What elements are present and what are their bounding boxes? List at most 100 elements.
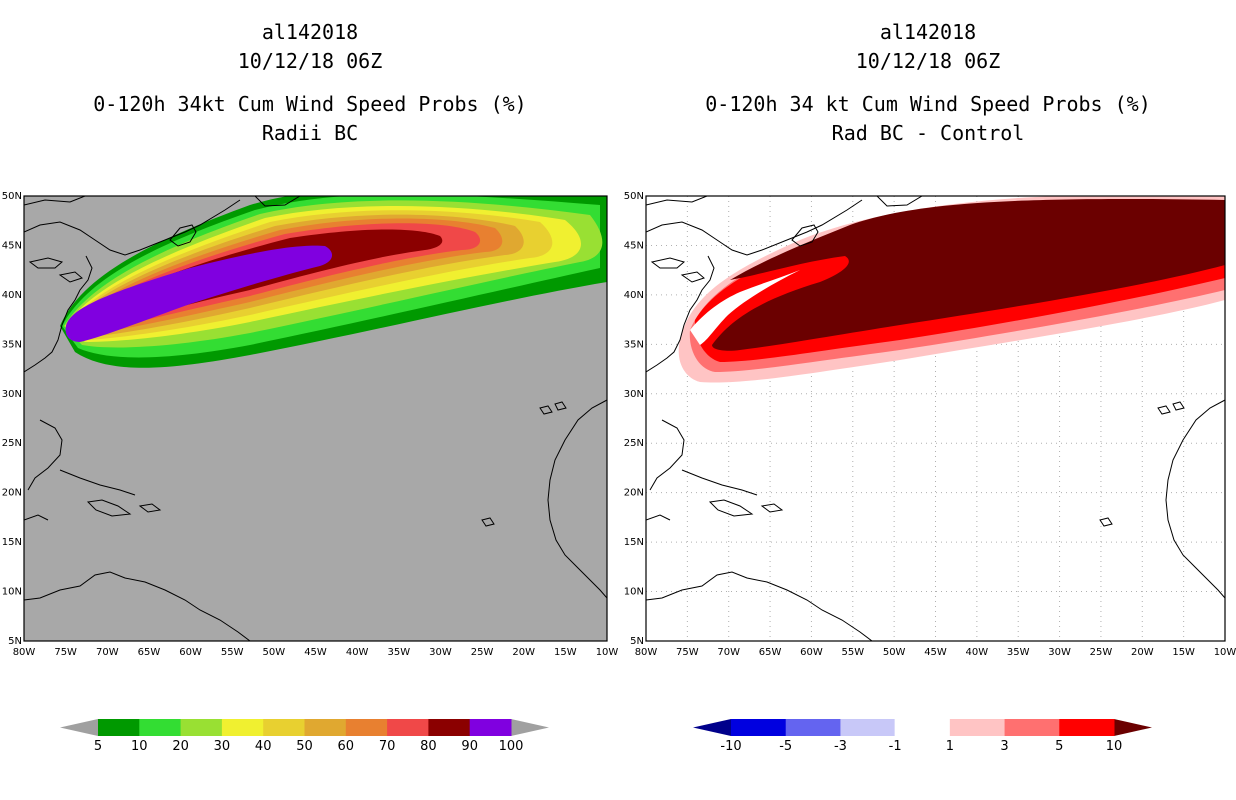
- left-colorbar-swatch: [180, 719, 223, 736]
- left-colorbar-swatch: [139, 719, 182, 736]
- right-colorbar-swatch: [894, 718, 951, 737]
- left-lat-label: 35N: [2, 339, 22, 350]
- right-coast-south-america: [646, 571, 873, 641]
- left-storm-id: al142018: [261, 20, 359, 44]
- left-lon-label: 40W: [346, 647, 369, 658]
- left-colorbar-label: 70: [379, 739, 396, 754]
- right-lat-label: 30N: [624, 389, 644, 400]
- right-lon-label: 35W: [1007, 647, 1030, 658]
- left-colorbar-swatch: [263, 719, 305, 736]
- right-lon-label: 20W: [1131, 647, 1154, 658]
- right-lat-label: 50N: [624, 191, 644, 202]
- right-colorbar-label: 3: [1000, 739, 1008, 754]
- left-lon-label: 50W: [263, 647, 286, 658]
- right-colorbar-swatch: [949, 719, 1006, 736]
- right-difference-contours: [678, 196, 1225, 383]
- right-colorbar-swatch: [785, 719, 841, 736]
- left-lat-label: 20N: [2, 488, 22, 499]
- prob-90-contour: [65, 245, 333, 342]
- right-lon-label: 65W: [759, 647, 782, 658]
- left-lon-label: 15W: [554, 647, 577, 658]
- left-lat-label: 30N: [2, 389, 22, 400]
- left-coast-africa: [547, 399, 607, 599]
- right-colorbar-swatch: [1004, 719, 1060, 736]
- left-colorbar: 5 10 20 30 40 50 60 70 80 90 100: [60, 719, 549, 754]
- left-lon-label: 55W: [221, 647, 244, 658]
- left-probability-contours: [60, 196, 607, 368]
- diff-negative-band: [690, 270, 800, 345]
- right-lon-label: 15W: [1172, 647, 1195, 658]
- right-coast-north-america: [646, 196, 863, 373]
- right-coast-great-lakes: [650, 257, 705, 283]
- left-lon-label: 60W: [179, 647, 202, 658]
- right-coast-islands: [1099, 401, 1185, 527]
- right-lat-label: 45N: [624, 240, 644, 251]
- right-colorbar: -10 -5 -3 -1 1 3 5 10: [693, 718, 1152, 754]
- left-lat-label: 5N: [8, 636, 22, 647]
- left-colorbar-swatch: [387, 719, 429, 736]
- left-colorbar-label: 20: [172, 739, 189, 754]
- right-colorbar-swatch: [840, 719, 896, 736]
- right-lon-label: 40W: [966, 647, 989, 658]
- left-colorbar-label: 10: [131, 739, 148, 754]
- left-lon-label: 20W: [512, 647, 535, 658]
- right-colorbar-extend-low: [693, 719, 731, 736]
- left-lon-label: 80W: [13, 647, 36, 658]
- left-coast-greenland-edge: [254, 196, 301, 207]
- left-colorbar-label: 80: [420, 739, 437, 754]
- left-lon-label: 30W: [429, 647, 452, 658]
- left-lon-label: 25W: [471, 647, 494, 658]
- right-lat-label: 35N: [624, 339, 644, 350]
- right-datetime: 10/12/18 06Z: [855, 49, 1001, 73]
- right-colorbar-label: -3: [834, 739, 847, 754]
- right-lon-label: 55W: [841, 647, 864, 658]
- right-lat-label: 15N: [624, 537, 644, 548]
- left-colorbar-label: 50: [296, 739, 313, 754]
- left-lat-label: 40N: [2, 290, 22, 301]
- left-lon-label: 45W: [304, 647, 327, 658]
- right-lat-label: 40N: [624, 290, 644, 301]
- left-colorbar-label: 60: [338, 739, 355, 754]
- right-colorbar-label: 1: [946, 739, 954, 754]
- right-lon-label: 30W: [1048, 647, 1071, 658]
- right-coast-africa: [1165, 399, 1225, 599]
- right-storm-id: al142018: [879, 20, 977, 44]
- right-colorbar-label: -1: [889, 739, 902, 754]
- right-coast-caribbean: [646, 419, 784, 521]
- left-colorbar-label: 100: [499, 739, 524, 754]
- left-map-frame: [23, 195, 608, 642]
- right-lon-label: 60W: [800, 647, 823, 658]
- left-coast-islands: [481, 401, 567, 527]
- left-colorbar-label: 40: [255, 739, 272, 754]
- right-lon-label: 70W: [717, 647, 740, 658]
- left-coast-south-america: [24, 571, 251, 641]
- left-datetime: 10/12/18 06Z: [237, 49, 383, 73]
- left-lat-label: 15N: [2, 537, 22, 548]
- right-lon-label: 50W: [883, 647, 906, 658]
- right-subtitle: Rad BC - Control: [831, 121, 1025, 145]
- left-coastlines: [24, 196, 607, 641]
- left-colorbar-swatch: [428, 719, 471, 736]
- left-colorbar-swatch: [98, 719, 140, 736]
- right-lat-label: 20N: [624, 488, 644, 499]
- left-colorbar-label: 30: [214, 739, 231, 754]
- left-colorbar-swatch: [304, 719, 347, 736]
- right-lat-label: 10N: [624, 587, 644, 598]
- right-coastlines: [646, 196, 1225, 641]
- left-colorbar-swatch: [221, 719, 264, 736]
- left-colorbar-extend-high: [511, 719, 549, 736]
- right-lon-label: 25W: [1090, 647, 1113, 658]
- left-coast-north-america: [24, 196, 241, 373]
- left-lat-label: 25N: [2, 438, 22, 449]
- left-lat-label: 45N: [2, 240, 22, 251]
- left-lon-label: 75W: [54, 647, 77, 658]
- right-colorbar-swatch: [1059, 719, 1115, 736]
- right-lon-label: 45W: [924, 647, 947, 658]
- left-colorbar-swatch: [345, 719, 388, 736]
- right-colorbar-label: 10: [1106, 739, 1123, 754]
- right-panel-titles: al142018 10/12/18 06Z 0-120h 34 kt Cum W…: [626, 18, 1230, 148]
- left-lat-label: 10N: [2, 587, 22, 598]
- right-colorbar-label: -5: [779, 739, 792, 754]
